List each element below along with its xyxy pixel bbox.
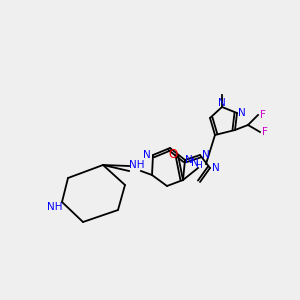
Text: NH: NH [47, 202, 63, 212]
Text: N: N [238, 108, 246, 118]
Text: F: F [260, 110, 266, 120]
Text: N: N [191, 158, 199, 168]
Text: H: H [196, 161, 202, 170]
Text: N: N [218, 98, 226, 108]
Text: N: N [143, 150, 151, 160]
Text: NH: NH [129, 160, 145, 170]
Text: N: N [202, 150, 210, 160]
Text: O: O [168, 148, 178, 160]
Text: F: F [262, 127, 268, 137]
Text: N: N [212, 163, 220, 173]
Text: N: N [185, 155, 193, 165]
